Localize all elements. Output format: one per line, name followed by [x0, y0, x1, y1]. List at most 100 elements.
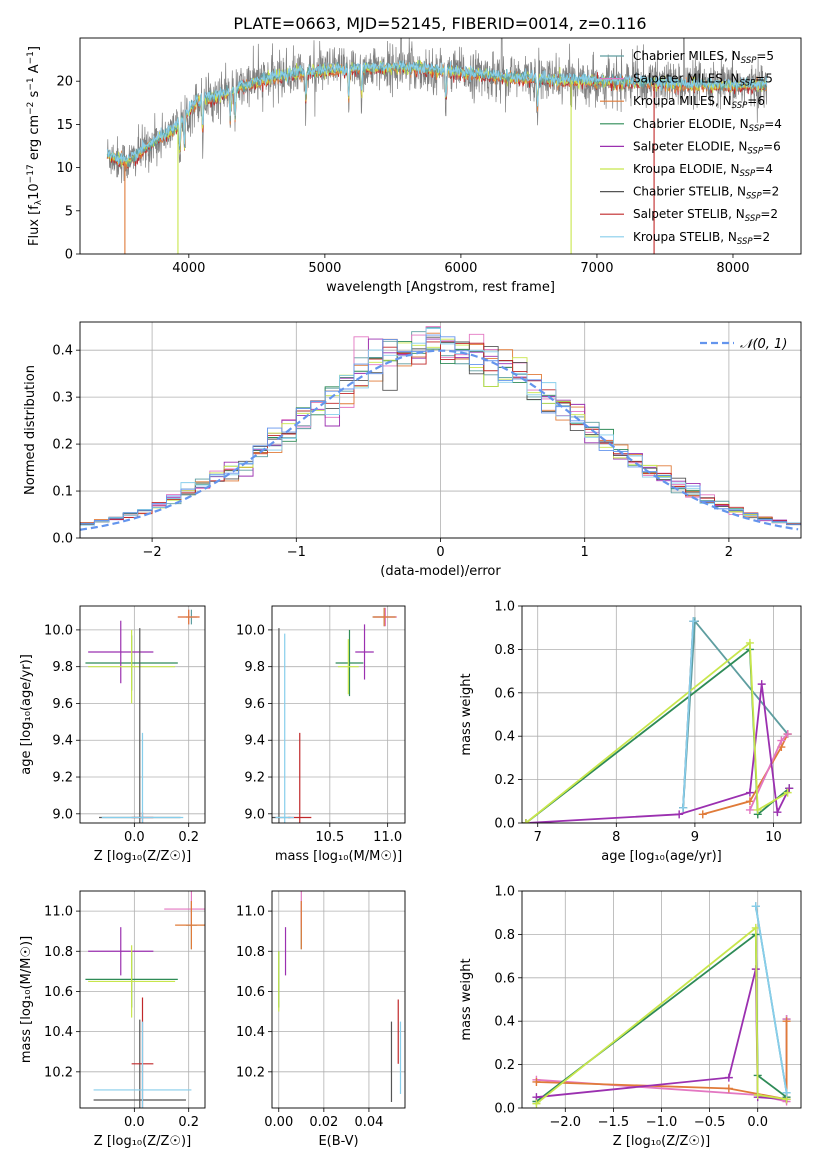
x-tick-label: 7: [534, 830, 542, 845]
legend-label-kroupa-miles: Kroupa MILES, NSSP=6: [633, 94, 765, 111]
point-marker-salpeter-miles: [745, 805, 754, 814]
point-marker-kroupa-elodie: [783, 788, 792, 797]
line-kroupa-stelib: [682, 621, 695, 808]
point-marker-kroupa-elodie: [753, 805, 762, 814]
legend-label-text: Chabrier STELIB, N: [633, 185, 746, 199]
x-tick-label: 10: [765, 830, 782, 845]
x-tick-label: −0.5: [694, 1115, 726, 1130]
y-tick-label: 20: [56, 75, 73, 90]
y-tick-label: 10.4: [44, 1025, 73, 1040]
x-tick-label: 0.0: [747, 1115, 768, 1130]
figure-title: PLATE=0663, MJD=52145, FIBERID=0014, z=0…: [233, 14, 646, 33]
legend-label-chabrier-elodie: Chabrier ELODIE, NSSP=4: [633, 117, 782, 134]
legend-label-chabrier-stelib: Chabrier STELIB, NSSP=2: [633, 185, 779, 202]
legend-label-kroupa-elodie: Kroupa ELODIE, NSSP=4: [633, 162, 773, 179]
y-tick-label: 0.8: [494, 928, 515, 943]
y-tick-label: 0.0: [494, 817, 515, 832]
y-axis-label-part: −2: [26, 102, 36, 115]
y-tick-label: 11.0: [44, 905, 73, 920]
x-tick-label: 0.2: [178, 830, 199, 845]
point-marker-kroupa-elodie: [751, 923, 760, 932]
point-marker-salpeter-elodie: [773, 808, 782, 817]
x-axis-label: Z [log₁₀(Z/Z☉)]: [94, 1134, 191, 1149]
point-marker-salpeter-miles: [783, 730, 792, 739]
y-tick-label: 10.8: [44, 945, 73, 960]
legend-label-text: Salpeter MILES, N: [633, 72, 740, 86]
point-marker-kroupa-miles: [782, 1017, 791, 1026]
legend-label-value: =2: [762, 185, 780, 199]
legend-label-text: Salpeter STELIB, N: [633, 207, 745, 221]
legend-label-value: =2: [753, 230, 771, 244]
legend-label-value: =4: [764, 117, 782, 131]
age-vs-mass-chart: 10.5 11.0 9.0 9.2 9.4 9.6 9.8 10.0 mass [log₁₀(M…: [236, 605, 406, 864]
x-axis-label: Z [log₁₀(Z/Z☉)]: [94, 849, 191, 864]
mass-vs-metallicity-chart-frame: [79, 890, 206, 1109]
residual-histogram-chart-plot-area: [80, 326, 801, 538]
point-marker-salpeter-elodie: [785, 784, 794, 793]
mass-weight-vs-age-chart-frame: [521, 605, 802, 824]
y-tick-label: 10.8: [236, 945, 265, 960]
legend-label-text: Kroupa STELIB, N: [633, 230, 737, 244]
x-tick-label: −2.0: [550, 1115, 582, 1130]
y-axis-label-part: A: [27, 64, 42, 77]
y-tick-label: 0.4: [494, 1015, 515, 1030]
x-tick-label: 0.00: [264, 1115, 293, 1130]
x-axis-label: wavelength [Angstrom, rest frame]: [326, 280, 555, 295]
x-tick-label: 10.5: [315, 830, 344, 845]
y-tick-label: 0.2: [494, 1058, 515, 1073]
x-tick-label: −1.5: [598, 1115, 630, 1130]
x-tick-label: 2: [725, 545, 733, 560]
y-tick-label: 10.2: [44, 1065, 73, 1080]
point-marker-kroupa-elodie: [745, 638, 754, 647]
point-marker-kroupa-miles: [745, 797, 754, 806]
legend-label-subscript: SSP: [741, 56, 757, 66]
y-axis-label-part: Flux [f: [27, 205, 42, 246]
legend-label-text: Kroupa ELODIE, N: [633, 162, 740, 176]
y-axis-label: Normed distribution: [23, 365, 38, 495]
point-marker-kroupa-miles: [724, 1084, 733, 1093]
y-tick-label: 9.2: [244, 771, 265, 786]
age-vs-metallicity-chart-frame: [79, 605, 206, 824]
x-tick-label: 0.0: [124, 830, 145, 845]
y-tick-label: 11.0: [236, 905, 265, 920]
y-tick-label: 0.2: [52, 438, 73, 453]
point-marker-kroupa-elodie: [532, 1099, 541, 1108]
x-tick-label: −2: [143, 545, 162, 560]
y-tick-label: 9.0: [52, 807, 73, 822]
y-tick-label: 10.4: [236, 1025, 265, 1040]
mass-weight-vs-metallicity-chart-plot-area: [532, 902, 791, 1108]
line-kroupa-stelib: [754, 906, 788, 1093]
legend-label-value: =6: [747, 94, 765, 108]
legend-label-subscript: SSP: [740, 79, 756, 89]
x-tick-label: 0.02: [309, 1115, 338, 1130]
residual-histogram-chart-frame: [79, 321, 802, 539]
point-marker-kroupa-elodie: [753, 1090, 762, 1099]
y-axis-label-part: −1: [26, 51, 36, 64]
point-marker-kroupa-elodie: [522, 819, 530, 823]
y-tick-label: 1.0: [494, 885, 515, 900]
y-tick-label: 0.8: [494, 643, 515, 658]
legend-label-subscript: SSP: [737, 237, 753, 247]
y-axis-label-part: −17: [26, 164, 36, 183]
y-axis-label-part: erg cm: [27, 115, 42, 164]
y-tick-label: 15: [56, 118, 73, 133]
legend-label-value: =6: [763, 139, 781, 153]
y-tick-label: 0.2: [494, 773, 515, 788]
legend-label-subscript: SSP: [747, 146, 763, 156]
y-tick-label: 0: [65, 248, 73, 263]
legend-label-salpeter-elodie: Salpeter ELODIE, NSSP=6: [633, 139, 781, 156]
spectrum-chart-frame: [79, 37, 802, 255]
residual-histogram-chart: −2 −1 0 1 2 0.0 0.1 0.2 0.3 0.4 (data-model)/error…: [23, 321, 802, 579]
y-tick-label: 9.0: [244, 807, 265, 822]
age-vs-metallicity-chart: 0.0 0.2 9.0 9.2 9.4 9.6 9.8 10.0 Z [log₁₀(Z/Z☉)]…: [19, 605, 206, 864]
x-tick-label: 11.0: [373, 830, 402, 845]
y-tick-label: 0.0: [52, 532, 73, 547]
y-tick-label: 0.1: [52, 485, 73, 500]
x-tick-label: 0: [436, 545, 444, 560]
mass-vs-extinction-chart-plot-area: [278, 891, 402, 1102]
spectrum-chart: 4000 5000 6000 7000 8000 0 5 10 15 20 wavelength […: [26, 37, 802, 295]
y-tick-label: 5: [65, 204, 73, 219]
model-spectrum-kroupa-stelib: [106, 60, 768, 165]
mass-weight-vs-metallicity-chart-frame: [521, 890, 802, 1109]
x-axis-label: mass [log₁₀(M/M☉)]: [275, 849, 402, 864]
